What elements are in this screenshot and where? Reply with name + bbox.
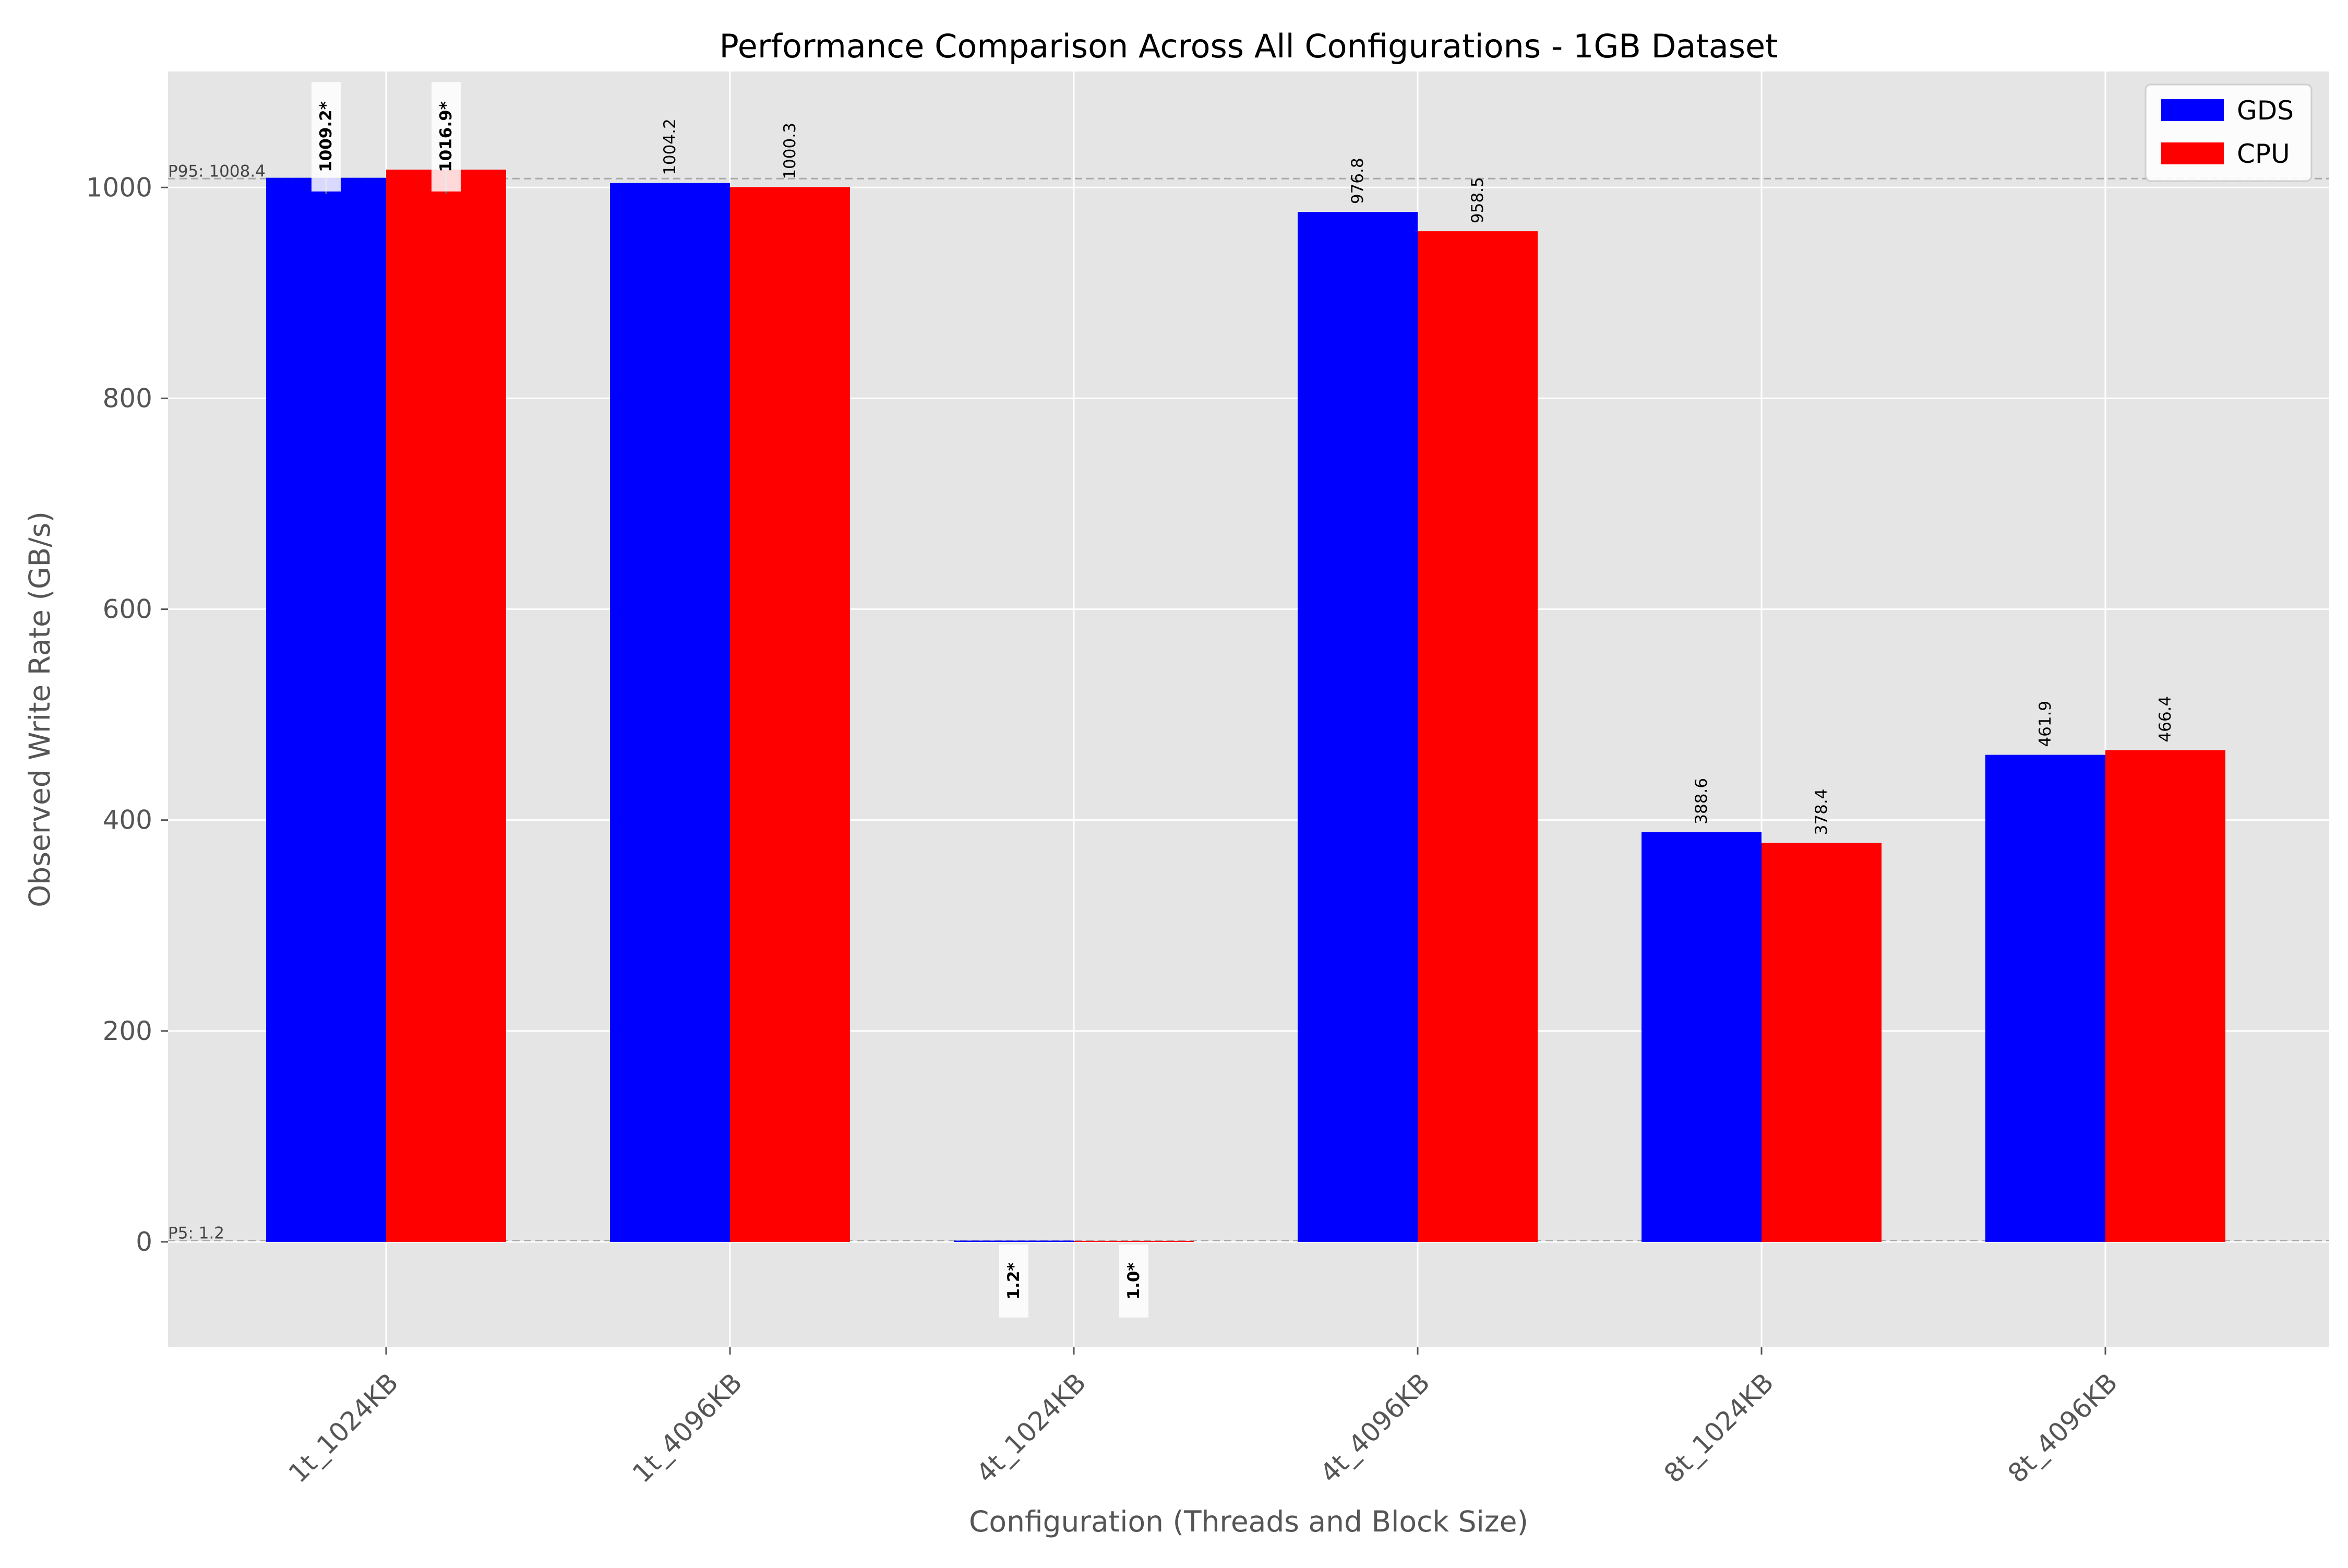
x-axis-title: Configuration (Threads and Block Size) xyxy=(969,1505,1528,1538)
bar-gds-8t_4096KB xyxy=(1985,755,2105,1242)
bar-cpu-1t_1024KB xyxy=(386,170,506,1242)
bars xyxy=(266,170,2225,1242)
bar-cpu-8t_1024KB xyxy=(1762,843,1882,1242)
bar-cpu-4t_1024KB xyxy=(1074,1240,1194,1242)
x-tick-label: 4t_1024KB xyxy=(971,1367,1092,1488)
plot-background xyxy=(168,71,2329,1347)
legend: GDS CPU xyxy=(2145,83,2313,182)
bar-value-label: 388.6 xyxy=(1692,778,1711,824)
y-tick-label: 600 xyxy=(103,594,152,625)
bar-value-label: 1.0* xyxy=(1124,1262,1143,1299)
x-axis: 1t_1024KB 1t_4096KB 4t_1024KB 4t_4096KB 8t_1… xyxy=(283,1347,2124,1489)
bar-cpu-4t_4096KB xyxy=(1418,231,1538,1242)
bar-value-label: 1016.9* xyxy=(437,101,456,172)
bar-value-label: 378.4 xyxy=(1812,789,1831,835)
bar-value-label: 976.8 xyxy=(1348,158,1367,204)
annotation-box xyxy=(432,82,461,191)
bar-gds-4t_1024KB xyxy=(954,1240,1074,1242)
bar-value-label: 1004.2 xyxy=(661,118,679,175)
reference-label: P5: 1.2 xyxy=(168,1224,224,1243)
y-tick-label: 0 xyxy=(136,1227,152,1257)
legend-swatch-gds xyxy=(2161,99,2224,121)
bar-value-label: 1.2* xyxy=(1004,1262,1023,1299)
bar-gds-4t_4096KB xyxy=(1298,212,1418,1242)
annotation-box xyxy=(312,82,341,191)
bar-value-label: 461.9 xyxy=(2036,701,2055,747)
bar-value-label: 1009.2* xyxy=(317,101,336,172)
x-tick-label: 8t_1024KB xyxy=(1658,1367,1779,1488)
bar-cpu-8t_4096KB xyxy=(2105,750,2225,1242)
x-tick-label: 4t_4096KB xyxy=(1314,1367,1435,1488)
x-tick-label: 8t_4096KB xyxy=(2002,1367,2123,1488)
reference-lines: P95: 1008.4 P5: 1.2 xyxy=(168,162,2329,1243)
bar-gds-8t_1024KB xyxy=(1642,832,1762,1242)
y-axis-title: Observed Write Rate (GB/s) xyxy=(23,511,56,907)
bar-value-label: 958.5 xyxy=(1468,177,1487,223)
y-tick-label: 200 xyxy=(103,1016,152,1046)
bar-cpu-1t_4096KB xyxy=(730,187,850,1242)
legend-label-gds: GDS xyxy=(2237,95,2294,126)
y-tick-label: 800 xyxy=(103,383,152,413)
legend-swatch-cpu xyxy=(2161,142,2224,164)
annotation-box xyxy=(999,1244,1028,1318)
reference-label: P95: 1008.4 xyxy=(168,162,266,181)
bar-value-label: 466.4 xyxy=(2156,696,2175,743)
x-tick-label: 1t_4096KB xyxy=(627,1367,748,1488)
y-axis: 0 200 400 600 800 1000 xyxy=(86,172,168,1257)
chart-title: Performance Comparison Across All Config… xyxy=(720,27,1778,65)
bar-value-label: 1000.3 xyxy=(781,123,799,179)
y-tick-label: 1000 xyxy=(86,172,152,202)
bar-gds-1t_4096KB xyxy=(610,183,730,1242)
bar-value-labels: 1009.2* 1004.2 1.2* 976.8 388.6 461.9 1016.9* 1… xyxy=(312,82,2175,1318)
bar-gds-1t_1024KB xyxy=(266,177,386,1242)
x-tick-label: 1t_1024KB xyxy=(283,1367,404,1488)
annotation-box xyxy=(1119,1244,1148,1318)
legend-label-cpu: CPU xyxy=(2237,139,2290,169)
y-tick-label: 400 xyxy=(103,805,152,835)
